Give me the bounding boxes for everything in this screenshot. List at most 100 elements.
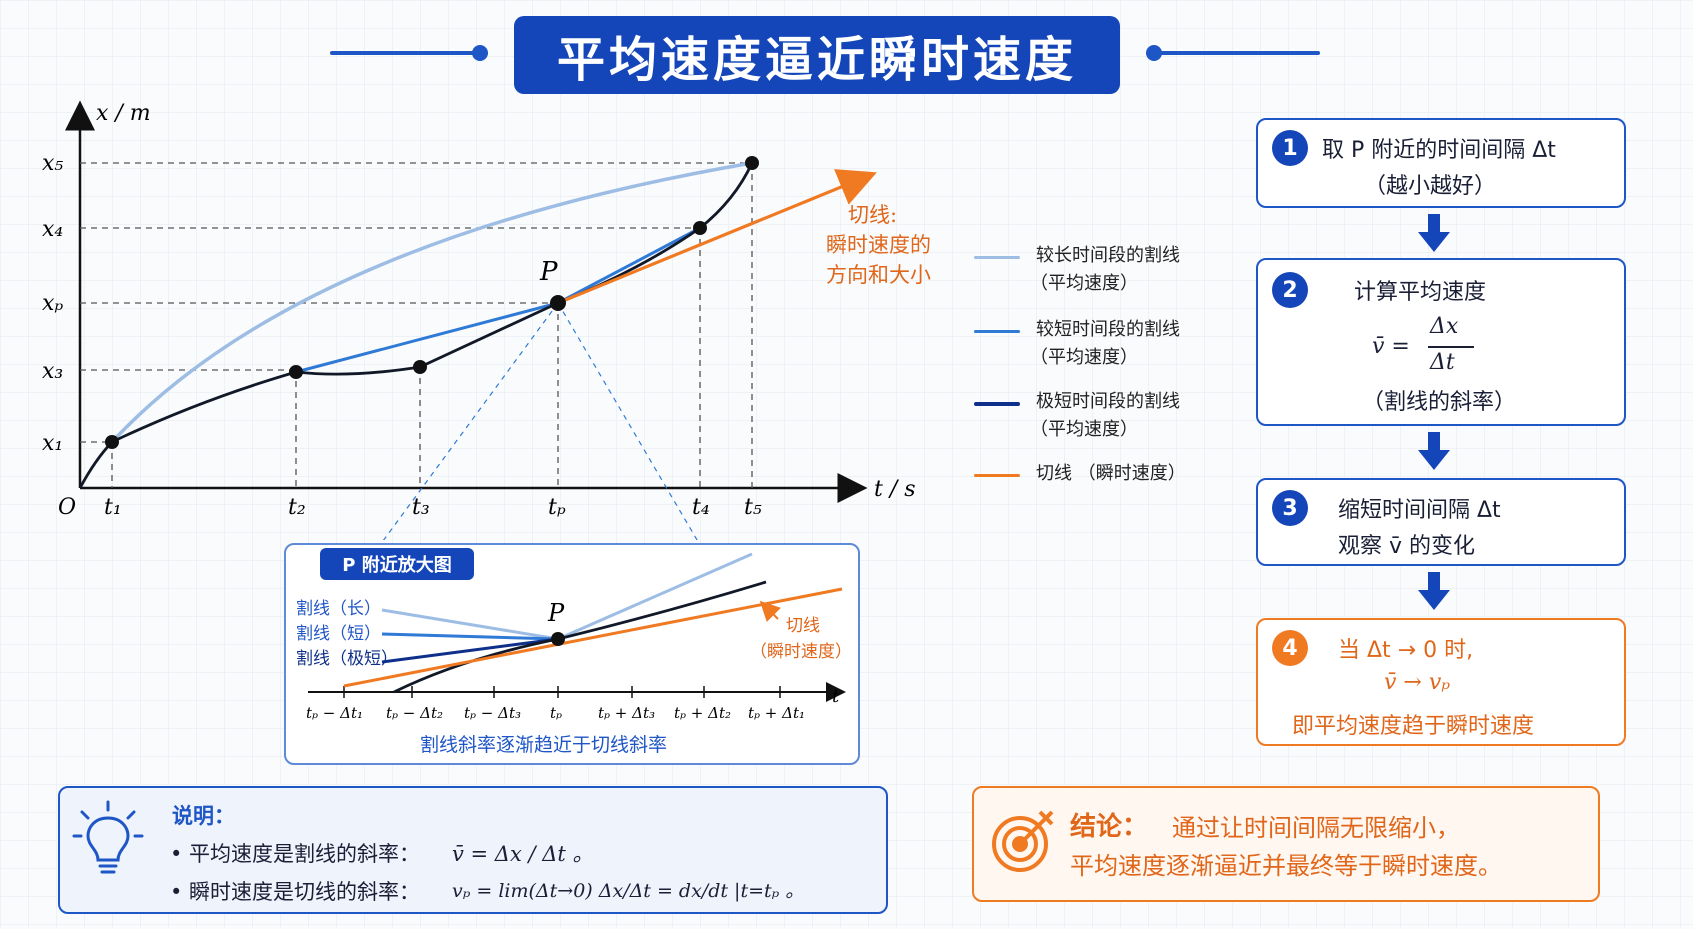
secant-short-right [557, 226, 701, 305]
zoom-tag: P 附近放大图 [320, 548, 474, 580]
zoom-label-short: 割线（短） [296, 624, 381, 644]
main-chart: x / m t / s O x₅ x₄ xₚ x₃ x₁ t₁ t₂ t₃ tₚ… [42, 100, 931, 540]
tangent-note-1: 切线: [848, 203, 897, 227]
legend-long-2: （平均速度） [1030, 273, 1138, 294]
zoom-tick-6: tₚ + Δt₂ [674, 704, 731, 722]
zoom-tick-7: tₚ + Δt₁ [748, 704, 805, 722]
y-tick-x1: x₁ [42, 431, 63, 456]
title-line-left [330, 51, 480, 55]
legend-long-1: 较长时间段的割线 [1036, 245, 1180, 266]
step-4-box [1256, 618, 1626, 746]
secant-short-left [295, 301, 559, 374]
zoom-secant-long-right [557, 552, 753, 641]
zoom-tick-2: tₚ − Δt₂ [386, 704, 443, 722]
zoom-tick-5: tₚ + Δt₃ [598, 704, 655, 722]
legend-short-2: （平均速度） [1030, 347, 1138, 368]
step-2-number: 2 [1272, 272, 1308, 308]
step-4-number: 4 [1272, 630, 1308, 666]
note-line1: • 平均速度是割线的斜率： [170, 842, 421, 866]
arrow-down-icon [1418, 572, 1450, 610]
zoom-panel [284, 543, 860, 765]
curve-points [105, 156, 759, 449]
step-3-line1: 缩短时间间隔 Δt [1338, 498, 1501, 523]
x-tick-tp: tₚ [548, 495, 566, 520]
conclusion-line1: 通过让时间间隔无限缩小， [1172, 814, 1460, 842]
title-dot-left [472, 45, 488, 61]
legend-swatch-short [974, 330, 1020, 333]
step-4-line2: v̄ → vₚ [1384, 670, 1451, 695]
step-1-line2: （越小越好） [1364, 174, 1497, 199]
conclusion-line2: 平均速度逐渐逼近并最终等于瞬时速度。 [1070, 852, 1502, 880]
zoom-tangent-pointer [759, 600, 781, 622]
step-2-formula-den: Δt [1430, 350, 1455, 375]
note-panel [58, 786, 888, 914]
y-tick-x5: x₅ [42, 151, 63, 176]
origin-label: O [58, 495, 76, 520]
legend-tangent: 切线 （瞬时速度） [1036, 463, 1186, 484]
legend-short-1: 较短时间段的割线 [1036, 319, 1180, 340]
step-3-number: 3 [1272, 490, 1308, 526]
zoom-tangent-label-1: 切线 [786, 616, 820, 636]
conclusion-bold: 结论： [1070, 812, 1149, 842]
x-tick-t1: t₁ [104, 495, 122, 520]
zoom-tangent-label-2: （瞬时速度） [750, 642, 852, 662]
step-2-box [1256, 258, 1626, 426]
zoom-secant-long [381, 608, 559, 641]
note-line2-formula: vₚ = lim(Δt→0) Δx/Δt = dx/dt |t=tₚ 。 [452, 880, 805, 902]
tangent-note-3: 方向和大小 [826, 263, 931, 287]
step-2-fraction-bar [1428, 346, 1474, 348]
zoom-axis-label: t [832, 686, 840, 707]
zoom-tick-4: tₚ [550, 704, 562, 722]
x-tick-t4: t₄ [692, 495, 710, 520]
page-title: 平均速度逼近瞬时速度 [514, 16, 1120, 94]
arrow-down-icon [1418, 214, 1450, 252]
step-4-line1: 当 Δt → 0 时, [1338, 638, 1474, 663]
target-icon [992, 810, 1054, 872]
position-curve [78, 162, 754, 489]
x-tick-t2: t₂ [288, 495, 306, 520]
zoom-ticks [343, 686, 781, 698]
y-tick-xp: xₚ [42, 291, 63, 316]
zoom-tick-3: tₚ − Δt₃ [464, 704, 521, 722]
title-line-right [1154, 51, 1320, 55]
step-2-line3: （割线的斜率） [1362, 390, 1517, 415]
zoom-secant-short [381, 632, 559, 641]
zoom-secant-very-short [381, 637, 559, 664]
zoom-chart: 割线（长） 割线（短） 割线（极短） P 切线 （瞬时速度） t tₚ − Δt… [296, 552, 852, 756]
zoom-caption: 割线斜率逐渐趋近于切线斜率 [420, 734, 667, 756]
x-axis-label: t / s [874, 477, 916, 502]
conclusion-panel [972, 786, 1600, 902]
legend-very-short-2: （平均速度） [1030, 419, 1138, 440]
legend-swatch-long [974, 256, 1020, 259]
tangent-line [557, 169, 877, 305]
note-line1-formula: v̄ = Δx / Δt 。 [452, 842, 594, 866]
legend-swatch-very-short [974, 402, 1020, 406]
y-tick-x3: x₃ [42, 359, 63, 384]
step-3-line2: 观察 v̄ 的变化 [1338, 534, 1476, 559]
step-1-box [1256, 118, 1626, 208]
step-2-formula-num: Δx [1430, 314, 1459, 339]
legend-very-short-1: 极短时间段的割线 [1036, 391, 1180, 412]
secant-long [110, 161, 753, 444]
point-p-label: P [539, 257, 558, 287]
x-tick-t5: t₅ [744, 495, 762, 520]
note-line2: • 瞬时速度是切线的斜率： [170, 880, 421, 904]
note-heading: 说明： [172, 804, 235, 828]
step-3-box [1256, 478, 1626, 566]
y-axis-label: x / m [96, 101, 151, 126]
zoom-label-very-short: 割线（极短） [296, 649, 398, 669]
x-tick-t3: t₃ [412, 495, 430, 520]
legend-swatch-tangent [974, 474, 1020, 477]
step-2-line1: 计算平均速度 [1354, 280, 1487, 305]
zoom-point-p [551, 632, 565, 646]
zoom-point-label: P [547, 599, 565, 627]
step-1-line1: 取 P 附近的时间间隔 Δt [1322, 138, 1556, 163]
zoom-connectors [382, 302, 698, 540]
step-4-line3: 即平均速度趋于瞬时速度 [1292, 714, 1535, 739]
zoom-tick-1: tₚ − Δt₁ [306, 704, 363, 722]
tangent-note-2: 瞬时速度的 [826, 233, 931, 257]
lightbulb-icon [72, 800, 144, 874]
zoom-label-long: 割线（长） [296, 599, 381, 619]
y-tick-x4: x₄ [42, 217, 63, 242]
step-2-formula-lhs: v̄ = [1372, 334, 1410, 359]
